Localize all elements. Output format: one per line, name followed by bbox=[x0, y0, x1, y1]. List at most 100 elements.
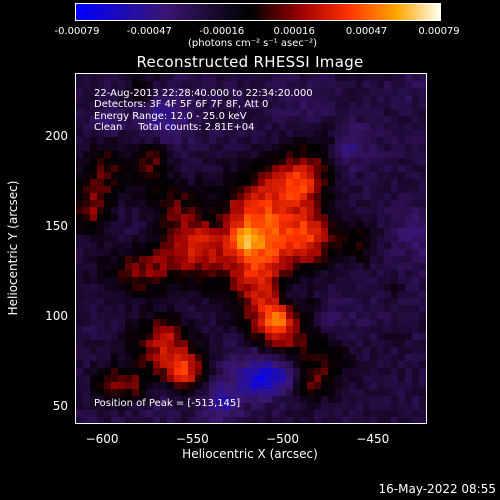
heatmap-cell bbox=[132, 354, 139, 361]
heatmap-cell bbox=[83, 298, 90, 305]
heatmap-cell bbox=[125, 151, 132, 158]
heatmap-cell bbox=[300, 186, 307, 193]
heatmap-cell bbox=[174, 235, 181, 242]
heatmap-cell bbox=[209, 102, 216, 109]
heatmap-cell bbox=[230, 95, 237, 102]
heatmap-cell bbox=[307, 270, 314, 277]
heatmap-cell bbox=[76, 172, 83, 179]
heatmap-cell bbox=[202, 95, 209, 102]
heatmap-cell bbox=[384, 368, 391, 375]
heatmap-cell bbox=[328, 242, 335, 249]
heatmap-cell bbox=[76, 158, 83, 165]
heatmap-cell bbox=[321, 158, 328, 165]
heatmap-cell bbox=[272, 326, 279, 333]
heatmap-cell bbox=[398, 361, 405, 368]
heatmap-cell bbox=[146, 172, 153, 179]
heatmap-cell bbox=[356, 144, 363, 151]
heatmap-cell bbox=[412, 375, 419, 382]
heatmap-cell bbox=[195, 270, 202, 277]
heatmap-cell bbox=[321, 256, 328, 263]
heatmap-cell bbox=[76, 319, 83, 326]
heatmap-cell bbox=[370, 165, 377, 172]
heatmap-cell bbox=[209, 368, 216, 375]
heatmap-cell bbox=[209, 137, 216, 144]
heatmap-cell bbox=[272, 354, 279, 361]
heatmap-cell bbox=[146, 326, 153, 333]
heatmap-cell bbox=[286, 312, 293, 319]
heatmap-cell bbox=[244, 277, 251, 284]
heatmap-cell bbox=[111, 326, 118, 333]
heatmap-cell bbox=[139, 123, 146, 130]
heatmap-cell bbox=[314, 221, 321, 228]
heatmap-cell bbox=[188, 396, 195, 403]
heatmap-cell bbox=[342, 88, 349, 95]
heatmap-cell bbox=[272, 144, 279, 151]
heatmap-cell bbox=[216, 403, 223, 410]
heatmap-cell bbox=[153, 368, 160, 375]
heatmap-cell bbox=[118, 361, 125, 368]
heatmap-cell bbox=[377, 354, 384, 361]
heatmap-cell bbox=[398, 235, 405, 242]
heatmap-cell bbox=[342, 312, 349, 319]
heatmap-cell bbox=[90, 137, 97, 144]
heatmap-cell bbox=[300, 354, 307, 361]
heatmap-cell bbox=[293, 326, 300, 333]
heatmap-cell bbox=[419, 263, 426, 270]
heatmap-cell bbox=[118, 333, 125, 340]
heatmap-cell bbox=[377, 298, 384, 305]
heatmap-cell bbox=[314, 340, 321, 347]
heatmap-cell bbox=[125, 235, 132, 242]
heatmap-cell bbox=[230, 102, 237, 109]
heatmap-cell bbox=[321, 270, 328, 277]
heatmap-cell bbox=[181, 235, 188, 242]
heatmap-cell bbox=[335, 291, 342, 298]
heatmap-cell bbox=[90, 340, 97, 347]
heatmap-cell bbox=[398, 179, 405, 186]
heatmap-cell bbox=[76, 333, 83, 340]
heatmap-cell bbox=[293, 214, 300, 221]
heatmap-cell bbox=[356, 74, 363, 81]
heatmap-cell bbox=[272, 347, 279, 354]
heatmap-cell bbox=[167, 95, 174, 102]
heatmap-cell bbox=[111, 256, 118, 263]
heatmap-cell bbox=[230, 403, 237, 410]
heatmap-cell bbox=[258, 137, 265, 144]
heatmap-cell bbox=[167, 263, 174, 270]
heatmap-cell bbox=[321, 242, 328, 249]
heatmap-cell bbox=[223, 263, 230, 270]
heatmap-cell bbox=[258, 277, 265, 284]
heatmap-cell bbox=[118, 214, 125, 221]
heatmap-cell bbox=[139, 410, 146, 417]
annotation-peak-position: Position of Peak = [-513,145] bbox=[94, 398, 241, 409]
heatmap-cell bbox=[202, 123, 209, 130]
heatmap-cell bbox=[118, 277, 125, 284]
heatmap-cell bbox=[279, 354, 286, 361]
heatmap-cell bbox=[370, 354, 377, 361]
heatmap-cell bbox=[300, 291, 307, 298]
heatmap-cell bbox=[195, 396, 202, 403]
heatmap-cell bbox=[370, 389, 377, 396]
heatmap-cell bbox=[160, 81, 167, 88]
heatmap-cell bbox=[265, 326, 272, 333]
heatmap-cell bbox=[216, 347, 223, 354]
heatmap-cell bbox=[286, 298, 293, 305]
heatmap-cell bbox=[335, 312, 342, 319]
heatmap-cell bbox=[230, 410, 237, 417]
heatmap-cell bbox=[216, 270, 223, 277]
heatmap-cell bbox=[384, 137, 391, 144]
heatmap-cell bbox=[244, 319, 251, 326]
heatmap-cell bbox=[391, 193, 398, 200]
heatmap-cell bbox=[216, 81, 223, 88]
heatmap-cell bbox=[293, 361, 300, 368]
heatmap-cell bbox=[370, 242, 377, 249]
heatmap-cell bbox=[125, 403, 132, 410]
heatmap-cell bbox=[321, 109, 328, 116]
heatmap-cell bbox=[314, 214, 321, 221]
heatmap-cell bbox=[230, 333, 237, 340]
heatmap-cell bbox=[335, 305, 342, 312]
heatmap-cell bbox=[356, 312, 363, 319]
heatmap-cell bbox=[391, 326, 398, 333]
heatmap-cell bbox=[279, 144, 286, 151]
heatmap-cell bbox=[370, 312, 377, 319]
heatmap-cell bbox=[146, 249, 153, 256]
